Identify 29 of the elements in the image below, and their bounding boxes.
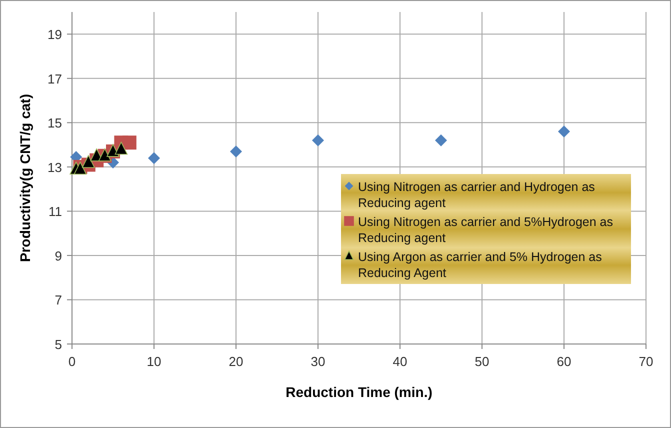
point — [230, 145, 242, 158]
y-tick-label: 13 — [48, 160, 62, 175]
x-tick-label: 70 — [638, 354, 654, 369]
y-tick-label: 15 — [48, 116, 62, 131]
legend-label: Using Nitrogen as carrier and Hydrogen as Reducing agent — [358, 180, 595, 210]
x-tick-label: 10 — [146, 354, 162, 369]
x-axis-title: Reduction Time (min.) — [286, 384, 432, 400]
x-tick-label: 40 — [392, 354, 408, 369]
legend-label: Using Argon as carrier and 5% Hydrogen as Reducing Agent — [358, 250, 602, 280]
x-tick-label: 60 — [556, 354, 572, 369]
x-tick-label: 20 — [228, 354, 244, 369]
point — [148, 152, 160, 164]
x-tick-label: 30 — [310, 354, 326, 369]
y-tick-label: 7 — [54, 292, 62, 308]
y-tick-label: 11 — [48, 204, 62, 220]
y-tick-label: 5 — [54, 337, 62, 352]
point — [114, 142, 128, 155]
point — [435, 134, 447, 146]
point — [122, 136, 136, 150]
y-tick-label: 9 — [54, 248, 62, 264]
point — [312, 134, 324, 146]
y-axis-title: Productivity(g CNT/g cat) — [17, 94, 33, 262]
y-tick-label: 17 — [48, 71, 62, 86]
point — [82, 155, 95, 168]
point — [558, 126, 570, 138]
legend-label: Using Nitrogen as carrier and 5%Hydrogen as Reducing agent — [358, 215, 613, 245]
x-tick-label: 0 — [68, 354, 76, 369]
x-tick-label: 50 — [474, 354, 490, 369]
y-tick-label: 19 — [48, 27, 62, 42]
